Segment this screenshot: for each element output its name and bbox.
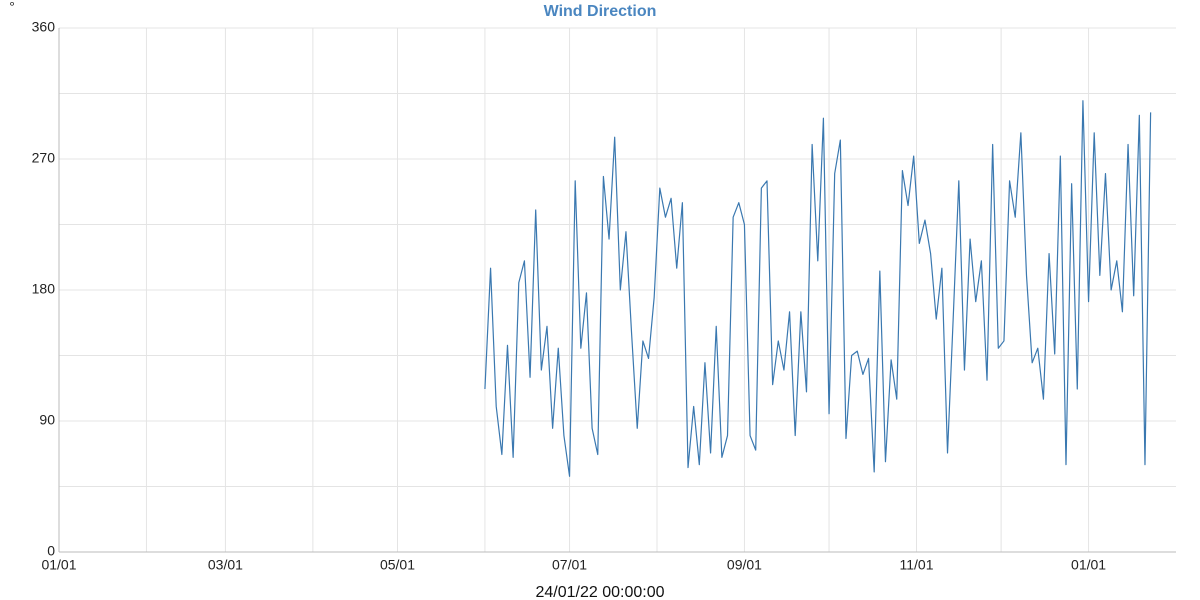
y-tick-label: 270 xyxy=(32,150,56,166)
x-tick-label: 05/01 xyxy=(380,557,415,573)
y-tick-label: 180 xyxy=(32,281,56,297)
x-tick-label: 01/01 xyxy=(41,557,76,573)
y-tick-label: 90 xyxy=(39,412,55,428)
x-tick-label: 03/01 xyxy=(208,557,243,573)
x-tick-label: 07/01 xyxy=(552,557,587,573)
x-tick-label: 11/01 xyxy=(899,557,933,573)
chart-title: Wind Direction xyxy=(544,3,657,20)
time-readout: 24/01/22 00:00:00 xyxy=(535,584,664,600)
y-axis-unit: ° xyxy=(9,0,15,15)
data-line xyxy=(484,100,1152,477)
x-tick-label: 01/01 xyxy=(1071,557,1106,573)
y-tick-label: 360 xyxy=(32,19,56,35)
x-tick-label: 09/01 xyxy=(727,557,762,573)
y-tick-label: 0 xyxy=(47,543,55,559)
